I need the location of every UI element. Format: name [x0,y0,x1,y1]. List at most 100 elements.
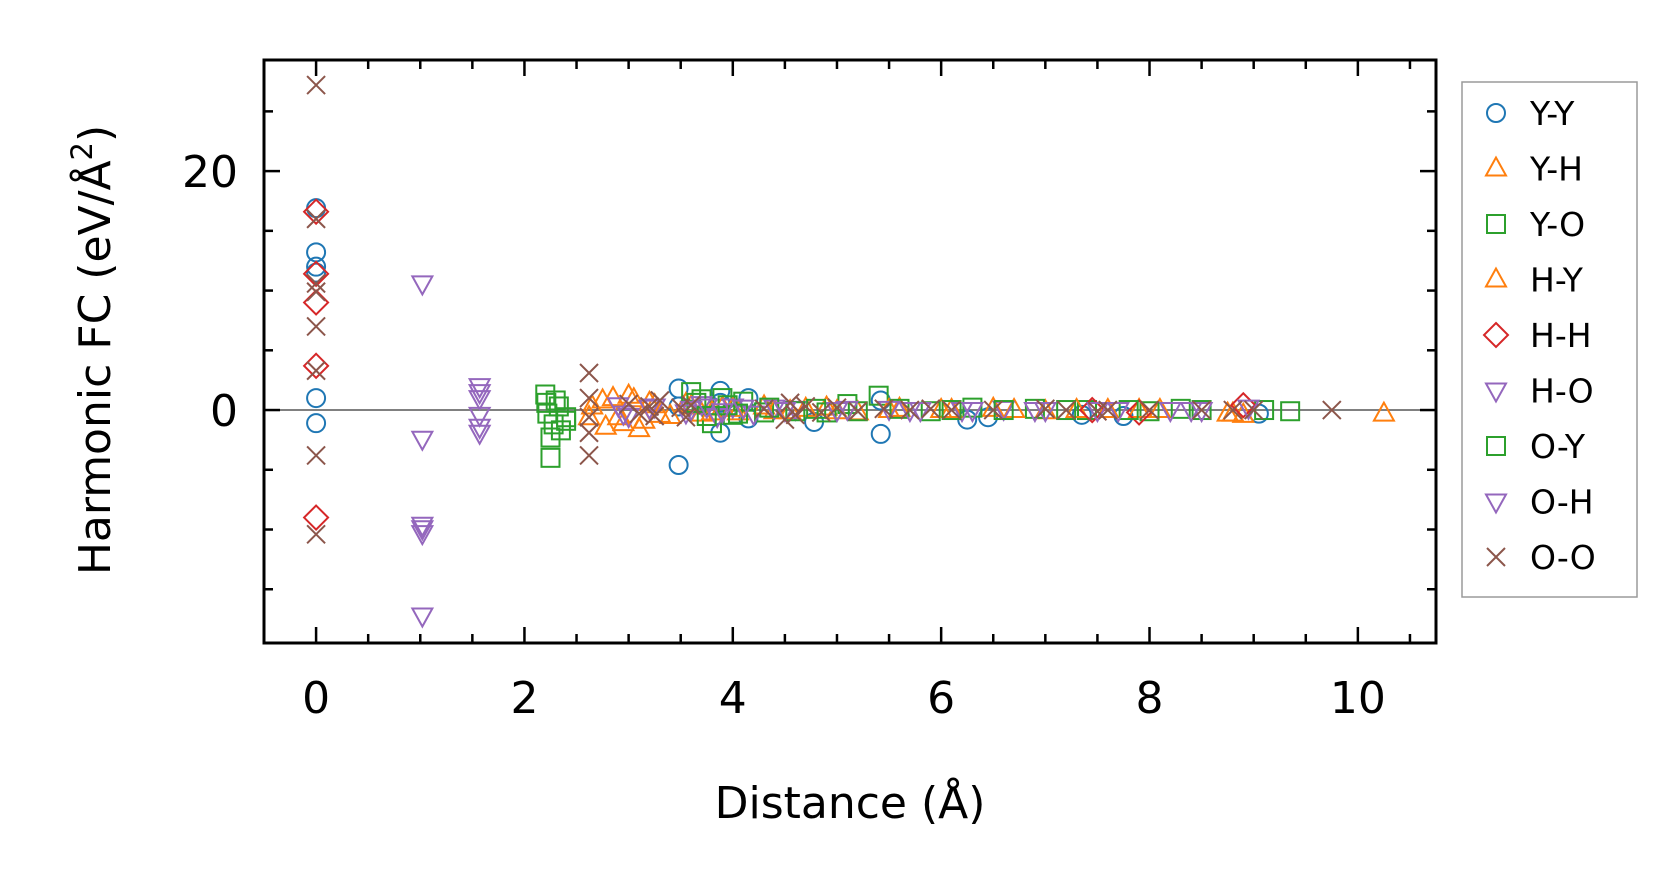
point-o-o [780,393,800,413]
point-o-o [874,399,894,419]
point-h-h [302,198,330,226]
point-o-o [579,407,599,427]
point-o-h [898,402,922,424]
point-y-o [540,427,561,448]
legend-label-o-o: O-O [1530,538,1596,577]
point-o-o [848,401,868,421]
point-o-y [548,396,569,417]
point-o-o [650,390,670,411]
point-o-o [579,445,599,466]
point-o-o [306,75,326,95]
point-o-h [960,402,985,424]
x-tick-label: 10 [1330,673,1386,724]
point-o-y [536,392,557,413]
point-y-o [1254,400,1275,421]
point-o-o [785,405,806,425]
point-y-y [306,413,327,434]
legend-marker-y-o [1486,214,1506,234]
point-y-y [306,262,327,283]
point-o-h [674,404,698,426]
point-o-o [681,395,701,415]
legend-marker-h-y [1484,266,1508,288]
legend-label-h-h: H-H [1530,316,1592,355]
legend-label-y-h: Y-H [1529,150,1583,189]
point-y-y [668,454,689,475]
point-o-o [1056,400,1076,420]
point-o-y [696,406,717,427]
legend-marker-y-y [1486,103,1506,123]
point-o-o [775,409,795,430]
point-h-h [302,289,330,316]
point-h-o [1085,402,1110,424]
point-o-h [835,400,860,422]
point-o-o [306,316,326,337]
point-h-y [577,404,601,426]
point-o-o [811,402,832,423]
y-axis-label-suffix: ) [70,125,121,142]
legend-marker-o-h [1484,493,1508,515]
point-o-y [1118,400,1139,421]
point-o-o [1035,399,1056,419]
point-h-h [1078,396,1106,424]
point-o-h [467,418,492,440]
point-h-o [877,400,901,422]
point-o-o [644,406,665,426]
point-h-o [642,398,667,420]
point-y-y [1071,404,1092,425]
point-y-o [701,413,722,434]
point-o-o [306,282,326,302]
y-axis-label-main: Harmonic FC (eV/Å [68,160,121,575]
point-o-y [993,400,1014,421]
data-points [302,75,1396,629]
point-o-o [579,423,599,443]
point-h-h [302,504,330,531]
point-h-o [467,378,492,400]
point-y-y [306,388,327,409]
point-o-o [1223,400,1243,420]
point-y-y [870,423,891,444]
point-h-o [410,430,435,452]
legend-label-y-o: Y-O [1529,205,1585,244]
x-tick-label: 0 [302,673,330,724]
x-tick-label: 4 [719,673,747,724]
point-o-o [676,407,696,427]
point-o-o [754,399,774,419]
point-o-h [731,399,755,421]
legend-label-h-y: H-Y [1530,261,1584,300]
point-o-y [941,400,962,421]
point-o-o [306,524,326,544]
point-h-y [616,382,641,404]
point-o-o [579,388,599,408]
point-o-h [773,402,797,424]
plot-frame [262,58,1438,645]
point-h-y [939,396,964,419]
point-o-h [1179,402,1203,424]
point-o-o [306,209,326,229]
y-tick-label: 0 [210,386,238,437]
point-h-h [302,352,330,380]
point-o-o [827,397,847,418]
point-o-o [639,396,660,417]
point-h-o [467,384,492,406]
x-axis-label: Distance (Å) [715,776,986,829]
point-y-h [814,394,839,416]
point-o-o [1322,400,1342,420]
point-o-o [921,399,941,419]
point-o-o [629,403,649,424]
point-h-h [302,260,330,288]
point-h-o [705,408,729,430]
point-o-o [306,445,326,466]
legend-label-o-y: O-Y [1530,427,1586,466]
point-y-y [306,256,327,277]
point-o-o [941,400,962,420]
legend-marker-o-y [1486,436,1506,456]
point-o-o [796,396,816,417]
point-o-o [1191,400,1212,420]
point-y-h [1372,400,1396,422]
point-o-o [983,400,1003,420]
point-h-y [1127,396,1151,419]
legend-marker-h-h [1482,321,1510,349]
x-tick-label: 6 [927,673,955,724]
point-o-h [710,403,735,425]
